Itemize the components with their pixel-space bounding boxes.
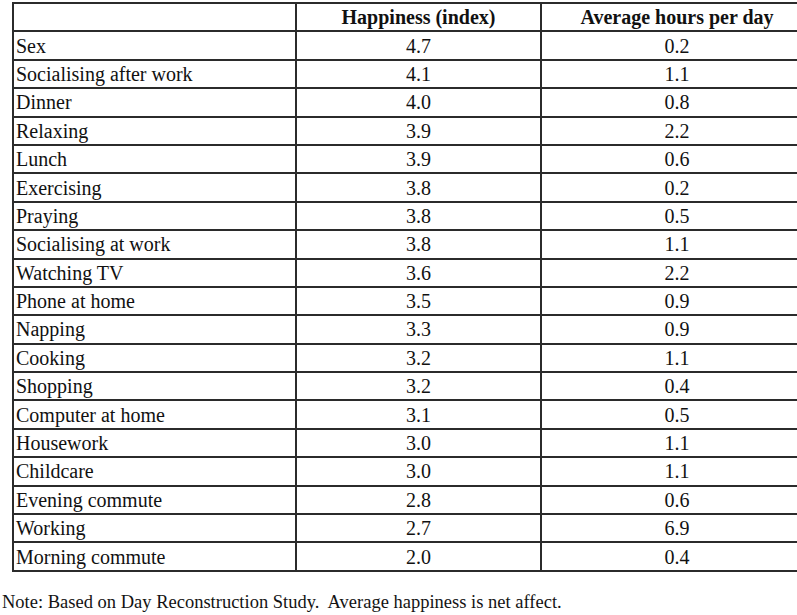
activity-cell: Lunch: [13, 145, 296, 173]
activity-cell: Watching TV: [13, 259, 296, 287]
table-row: Napping 3.3 0.9: [13, 315, 797, 343]
hours-cell: 0.5: [541, 400, 797, 428]
happiness-cell: 3.2: [296, 372, 541, 400]
hours-cell: 0.9: [541, 287, 797, 315]
hours-cell: 0.2: [541, 31, 797, 59]
hours-cell: 1.1: [541, 230, 797, 258]
happiness-cell: 3.8: [296, 230, 541, 258]
activity-cell: Napping: [13, 315, 296, 343]
table-row: Working 2.7 6.9: [13, 514, 797, 542]
happiness-cell: 4.0: [296, 88, 541, 116]
hours-cell: 6.9: [541, 514, 797, 542]
activity-cell: Socialising after work: [13, 60, 296, 88]
hours-cell: 0.4: [541, 542, 797, 570]
table-row: Praying 3.8 0.5: [13, 202, 797, 230]
table-footnote: Note: Based on Day Reconstruction Study.…: [2, 592, 562, 613]
activity-cell: Cooking: [13, 344, 296, 372]
activity-cell: Phone at home: [13, 287, 296, 315]
table-row: Cooking 3.2 1.1: [13, 344, 797, 372]
happiness-cell: 4.1: [296, 60, 541, 88]
table-row: Sex 4.7 0.2: [13, 31, 797, 59]
table-row: Morning commute 2.0 0.4: [13, 542, 797, 570]
table-row: Lunch 3.9 0.6: [13, 145, 797, 173]
hours-cell: 0.2: [541, 173, 797, 201]
happiness-cell: 4.7: [296, 31, 541, 59]
activity-cell: Exercising: [13, 173, 296, 201]
table-row: Phone at home 3.5 0.9: [13, 287, 797, 315]
activity-cell: Praying: [13, 202, 296, 230]
activity-cell: Socialising at work: [13, 230, 296, 258]
table-row: Relaxing 3.9 2.2: [13, 117, 797, 145]
happiness-cell: 3.1: [296, 400, 541, 428]
happiness-cell: 2.7: [296, 514, 541, 542]
table-row: Computer at home 3.1 0.5: [13, 400, 797, 428]
activity-cell: Childcare: [13, 457, 296, 485]
hours-cell: 0.4: [541, 372, 797, 400]
col-header-hours: Average hours per day: [541, 3, 797, 31]
hours-cell: 0.8: [541, 88, 797, 116]
happiness-cell: 3.2: [296, 344, 541, 372]
hours-cell: 0.9: [541, 315, 797, 343]
table-row: Dinner 4.0 0.8: [13, 88, 797, 116]
table-row: Childcare 3.0 1.1: [13, 457, 797, 485]
happiness-cell: 3.9: [296, 145, 541, 173]
hours-cell: 1.1: [541, 60, 797, 88]
table-row: Housework 3.0 1.1: [13, 429, 797, 457]
table-row: Shopping 3.2 0.4: [13, 372, 797, 400]
activity-cell: Housework: [13, 429, 296, 457]
happiness-cell: 3.0: [296, 457, 541, 485]
activity-cell: Dinner: [13, 88, 296, 116]
table-row: Socialising after work 4.1 1.1: [13, 60, 797, 88]
hours-cell: 1.1: [541, 344, 797, 372]
hours-cell: 0.6: [541, 486, 797, 514]
header-row: Happiness (index) Average hours per day: [13, 3, 797, 31]
activity-cell: Working: [13, 514, 296, 542]
happiness-cell: 3.0: [296, 429, 541, 457]
happiness-cell: 3.9: [296, 117, 541, 145]
activity-cell: Computer at home: [13, 400, 296, 428]
activity-cell: Shopping: [13, 372, 296, 400]
hours-cell: 1.1: [541, 457, 797, 485]
happiness-cell: 2.0: [296, 542, 541, 570]
happiness-cell: 3.8: [296, 202, 541, 230]
table-row: Evening commute 2.8 0.6: [13, 486, 797, 514]
happiness-cell: 3.8: [296, 173, 541, 201]
table-row: Exercising 3.8 0.2: [13, 173, 797, 201]
happiness-cell: 3.6: [296, 259, 541, 287]
hours-cell: 2.2: [541, 117, 797, 145]
table-row: Socialising at work 3.8 1.1: [13, 230, 797, 258]
col-header-happiness: Happiness (index): [296, 3, 541, 31]
col-header-activity: [13, 3, 296, 31]
hours-cell: 0.6: [541, 145, 797, 173]
hours-cell: 1.1: [541, 429, 797, 457]
happiness-by-activity-table: Happiness (index) Average hours per day …: [12, 2, 797, 572]
activity-cell: Sex: [13, 31, 296, 59]
hours-cell: 2.2: [541, 259, 797, 287]
activity-cell: Morning commute: [13, 542, 296, 570]
happiness-cell: 3.3: [296, 315, 541, 343]
activity-cell: Evening commute: [13, 486, 296, 514]
happiness-cell: 2.8: [296, 486, 541, 514]
activity-cell: Relaxing: [13, 117, 296, 145]
happiness-cell: 3.5: [296, 287, 541, 315]
paper-table-page: Happiness (index) Average hours per day …: [0, 0, 797, 615]
table-row: Watching TV 3.6 2.2: [13, 259, 797, 287]
hours-cell: 0.5: [541, 202, 797, 230]
